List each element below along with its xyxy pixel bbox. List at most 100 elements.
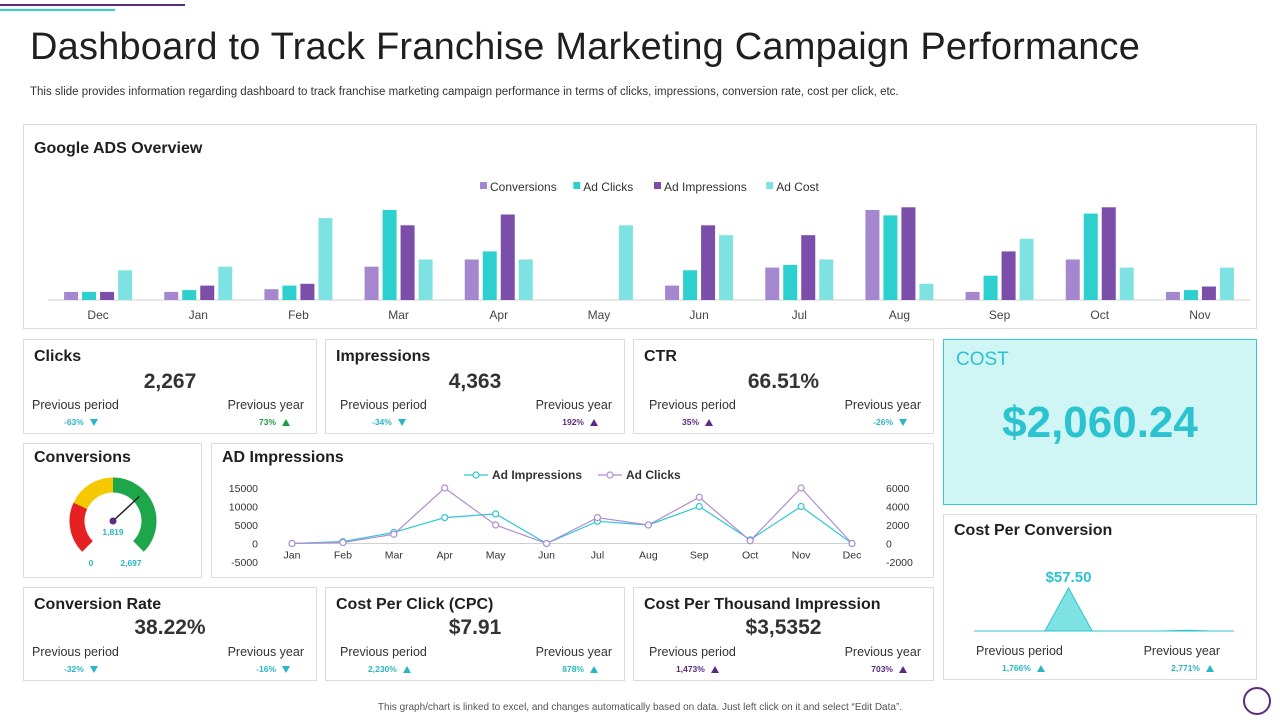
line-point-ad-clicks-jan [288,539,296,548]
x-tick-label-oct: Oct [1090,308,1109,322]
bar-conversions-sep [965,291,980,300]
conversion-rate-title: Conversion Rate [34,596,162,613]
x-tick-apr: Apr [437,550,454,562]
bar-conversions-dec [64,291,79,300]
ctr-prev-period-label: Previous period [649,398,736,412]
x-tick-label-jul: Jul [792,308,807,322]
line-point-ad-clicks-aug [644,521,652,529]
footer-note: This graph/chart is linked to excel, and… [377,702,903,713]
clicks-value: 2,267 [143,370,197,393]
line-point-ad-clicks-jun [542,539,551,548]
cpm-card: Cost Per Thousand Impression $3,5352 Pre… [633,587,934,681]
up-arrow-icon [590,665,598,673]
bar-ad-cost-nov [1219,267,1234,300]
bar-ad-clicks-dec [82,291,97,300]
page-title: Dashboard to Track Franchise Marketing C… [30,26,1141,68]
x-tick-label-jun: Jun [689,308,708,322]
cpm-prev-year-change: 703% [871,664,907,674]
x-tick-label-nov: Nov [1189,308,1210,322]
cost-per-conversion-card: Cost Per Conversion $57.50 Previous peri… [943,514,1257,680]
up-arrow-icon [402,665,411,673]
up-arrow-icon [1206,664,1214,672]
y-right-tick-2: 2000 [886,520,910,532]
bar-ad-cost-dec [118,270,133,300]
google-ads-overview-panel: Google ADS Overview Conversions Ad Clicks… [23,124,1257,329]
x-tick-aug: Aug [639,550,658,562]
line-point-ad-clicks-sep [695,493,703,501]
ctr-title: CTR [644,348,677,365]
cpc-prev-period-change: 2,230% [368,664,411,674]
impressions-title: Impressions [336,348,431,365]
bar-ad-impressions-apr [500,214,515,300]
cpconv-prev-period-label: Previous period [976,644,1063,658]
clicks-title: Clicks [34,348,82,365]
gauge-max-label: 2,697 [120,558,142,568]
x-tick-oct: Oct [742,550,758,562]
line-point-ad-impressions-may [492,510,500,518]
bar-ad-cost-oct [1119,267,1134,300]
cpc-value: $7.91 [448,616,502,639]
x-tick-jul: Jul [591,550,604,562]
bar-ad-clicks-sep [983,275,998,300]
line-legend-marker-0 [472,471,480,479]
bar-conversions-aug [865,210,880,300]
bar-ad-impressions-jun [701,225,716,300]
impressions-value: 4,363 [448,370,502,393]
down-arrow-icon [899,418,907,426]
down-arrow-icon [89,665,98,673]
x-tick-sep: Sep [690,550,709,562]
bar-ad-clicks-jul [783,264,798,300]
gauge-needle [112,495,140,522]
ad-impressions-line-chart[interactable]: Ad Impressions Ad Clicks 15000 10000 5000 0 -5… [212,444,933,577]
line-point-ad-clicks-may [492,521,500,529]
up-arrow-icon [899,665,907,673]
bar-ad-clicks-aug [883,215,898,300]
bar-ad-impressions-aug [901,207,916,300]
line-series-ad-impressions [291,505,853,545]
bar-conversions-feb [264,289,279,300]
conversion-rate-prev-year-change: -16% [256,664,290,674]
x-tick-feb: Feb [334,550,352,562]
x-tick-label-dec: Dec [87,308,108,322]
cost-per-conversion-area-chart[interactable]: $57.50 [944,515,1256,679]
bar-ad-clicks-jun [683,270,698,300]
y-right-tick-1: 4000 [886,502,910,514]
cost-per-conversion-area [974,586,1234,632]
page-subtitle: This slide provides information regardin… [30,86,899,98]
bar-ad-cost-jan [218,266,233,300]
y-left-tick-1: 10000 [229,502,258,514]
clicks-prev-period-change: -63% [64,417,98,427]
gauge-min-label: 0 [89,558,94,568]
bar-ad-clicks-nov [1183,290,1198,300]
ctr-prev-year-label: Previous year [844,398,921,412]
x-tick-mar: Mar [385,550,404,562]
x-tick-label-jan: Jan [189,308,208,322]
bar-ad-impressions-mar [400,225,415,300]
legend-swatch-ad-clicks [573,182,581,189]
ctr-card: CTR 66.51% Previous period Previous year… [633,339,934,434]
clicks-prev-year-label: Previous year [227,398,304,412]
line-legend-label-0: Ad Impressions [492,468,582,482]
line-point-ad-impressions-sep [695,502,703,511]
x-tick-label-sep: Sep [989,308,1011,322]
legend-label-ad-impressions: Ad Impressions [664,180,747,194]
cost-label: COST [956,349,1009,370]
cpconv-prev-year-change: 2,771% [1171,663,1214,673]
bar-ad-cost-feb [318,218,333,300]
conversions-gauge[interactable]: 1,819 0 2,697 [24,444,201,577]
y-left-tick-2: 5000 [235,520,259,532]
y-right-tick-4: -2000 [886,557,913,569]
line-point-ad-clicks-feb [339,538,347,547]
bar-conversions-jul [765,267,780,300]
y-right-tick-0: 6000 [886,483,910,495]
top-accent-line-cyan [0,9,115,11]
gauge-red-segment [69,502,94,552]
cpm-title: Cost Per Thousand Impression [644,596,881,613]
google-ads-bar-chart[interactable]: Conversions Ad Clicks Ad Impressions Ad Cos… [24,125,1256,328]
down-arrow-icon [89,418,98,426]
line-legend-marker-1 [606,471,614,479]
conversions-gauge-card: Conversions 1,819 0 2,697 [23,443,202,578]
bar-ad-clicks-oct [1083,213,1098,300]
gauge-green-segment [112,477,157,552]
bar-ad-impressions-oct [1101,207,1116,300]
